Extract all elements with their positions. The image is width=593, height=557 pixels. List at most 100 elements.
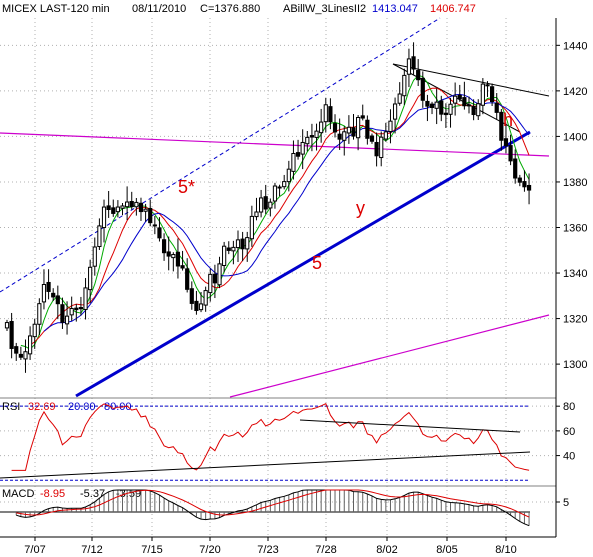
candle <box>226 241 231 255</box>
candle <box>263 184 268 215</box>
candle-body <box>499 111 504 141</box>
candle <box>92 237 97 276</box>
candle <box>171 252 176 272</box>
candle-body <box>249 215 254 240</box>
candle-body <box>406 58 412 75</box>
candle-body <box>171 254 176 259</box>
candle-body <box>101 206 107 229</box>
candle <box>374 132 379 167</box>
candle-body <box>282 181 287 188</box>
candle <box>476 99 481 121</box>
candle-body <box>235 239 241 249</box>
header-value-red: 1406.747 <box>430 3 476 15</box>
candle-body <box>134 201 139 208</box>
candle <box>245 231 250 262</box>
candle <box>522 170 527 192</box>
candle <box>143 203 148 222</box>
candle-body <box>198 303 204 311</box>
candle-body <box>263 196 268 210</box>
candle-body <box>9 320 14 349</box>
ma-red-line <box>29 87 530 346</box>
candle <box>157 217 162 242</box>
candle <box>249 205 254 247</box>
candle-body <box>466 104 472 107</box>
candle-body <box>480 83 485 106</box>
rsi-line <box>11 403 530 471</box>
macd-signal-line <box>16 489 530 518</box>
candle <box>268 198 273 217</box>
candle <box>526 173 532 205</box>
candle <box>402 68 407 105</box>
candle <box>277 184 282 197</box>
candle-body <box>328 106 333 123</box>
candle <box>78 296 84 316</box>
candle <box>323 97 328 133</box>
candle <box>282 174 287 190</box>
candle-body <box>337 133 342 140</box>
candle-body <box>314 130 319 138</box>
rsi-trend-upper <box>299 419 521 433</box>
candle-body <box>388 120 393 133</box>
x-tick-label: 8/10 <box>495 544 516 556</box>
candle-body <box>106 205 111 211</box>
candle <box>259 189 264 218</box>
candle-body <box>503 138 509 147</box>
candle <box>406 48 412 88</box>
candle-body <box>208 273 213 294</box>
candle-body <box>185 268 190 290</box>
candle <box>416 59 421 87</box>
candle <box>319 108 324 143</box>
candle <box>101 199 107 243</box>
candle-body <box>526 184 532 191</box>
candle-body <box>462 97 467 107</box>
candle <box>499 108 504 151</box>
rsi-param: 20.00 <box>68 401 96 413</box>
candle-body <box>46 281 51 292</box>
candle <box>4 319 10 332</box>
candle-body <box>300 141 305 155</box>
candle-body <box>268 201 273 209</box>
candle-body <box>383 131 388 140</box>
x-tick-label: 7/12 <box>81 544 102 556</box>
annotation-label: 5* <box>178 177 195 197</box>
candle-body <box>245 237 250 250</box>
candle <box>466 96 472 114</box>
candle <box>365 115 370 145</box>
annotation-label: h <box>503 110 513 130</box>
candle <box>300 129 305 170</box>
candle <box>291 140 296 180</box>
candle-body <box>420 77 425 101</box>
candle-body <box>365 119 370 139</box>
candle-body <box>129 200 134 208</box>
x-grid <box>34 18 507 537</box>
candle-body <box>83 287 88 310</box>
trend-lines <box>0 17 550 398</box>
candle-body <box>23 351 28 360</box>
candle-body <box>55 295 60 305</box>
chart-header: MICEX LAST-120 min 08/11/2010 C=1376.880… <box>2 3 476 15</box>
price-axis: 1300 1320 1340 1360 1380 1400 1420 1440 <box>556 40 587 371</box>
macd-param: -5.37 <box>80 488 105 500</box>
macd-line <box>16 489 530 527</box>
candle-body <box>439 100 444 115</box>
candle <box>120 202 125 216</box>
candle <box>74 304 79 322</box>
candle-body <box>457 94 462 100</box>
candle-body <box>74 307 79 311</box>
candle-body <box>522 181 527 188</box>
candle <box>314 123 319 151</box>
candle <box>480 78 485 115</box>
x-tick-label: 7/15 <box>141 544 162 556</box>
macd-tick-label: 5 <box>563 497 569 509</box>
candle-body <box>494 102 499 113</box>
candle-body <box>402 74 407 97</box>
candle-body <box>180 265 185 269</box>
candle <box>286 160 291 192</box>
candle <box>503 123 509 154</box>
annotation-label: y <box>356 198 365 218</box>
candle <box>457 84 462 102</box>
candle-body <box>259 197 264 213</box>
candle-body <box>69 308 74 316</box>
